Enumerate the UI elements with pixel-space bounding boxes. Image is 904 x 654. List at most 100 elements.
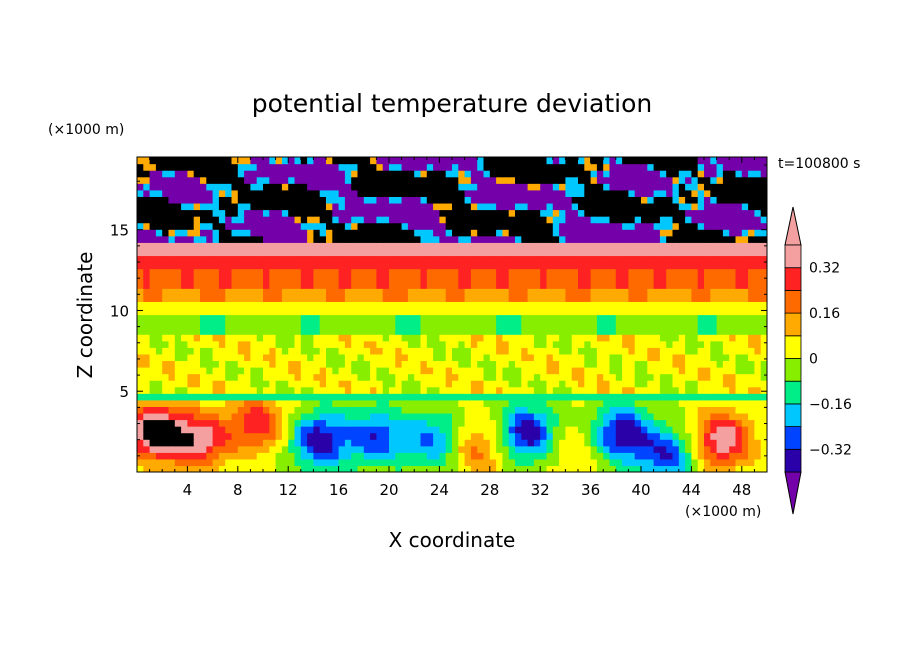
field-cell bbox=[149, 222, 157, 230]
field-cell bbox=[502, 347, 510, 355]
field-cell bbox=[218, 445, 226, 453]
field-cell bbox=[445, 327, 453, 335]
field-cell bbox=[641, 406, 648, 414]
field-cell bbox=[741, 340, 749, 348]
field-cell bbox=[382, 262, 390, 270]
field-cell bbox=[647, 170, 655, 178]
field-cell bbox=[218, 439, 226, 447]
field-cell bbox=[735, 222, 743, 230]
field-cell bbox=[206, 465, 214, 472]
field-cell bbox=[647, 183, 655, 191]
field-cell bbox=[754, 452, 762, 460]
field-cell bbox=[426, 235, 434, 243]
field-cell bbox=[307, 301, 314, 309]
field-cell bbox=[363, 222, 371, 230]
field-cell bbox=[596, 183, 604, 191]
field-cell bbox=[187, 327, 195, 335]
field-cell bbox=[439, 242, 447, 250]
field-cell bbox=[552, 360, 560, 368]
colorbar-extend-min bbox=[784, 471, 802, 515]
field-cell bbox=[641, 202, 648, 211]
field-cell bbox=[578, 222, 585, 230]
field-cell bbox=[748, 465, 755, 472]
field-cell bbox=[704, 216, 711, 224]
field-cell bbox=[225, 268, 233, 276]
field-cell bbox=[187, 360, 195, 368]
field-cell bbox=[326, 327, 333, 335]
field-cell bbox=[155, 426, 163, 434]
field-cell bbox=[275, 386, 283, 394]
field-cell bbox=[496, 242, 503, 250]
field-cell bbox=[741, 163, 749, 171]
field-cell bbox=[407, 176, 415, 184]
field-cell bbox=[332, 189, 340, 197]
field-cell bbox=[420, 432, 428, 440]
field-cell bbox=[344, 465, 352, 472]
field-cell bbox=[281, 412, 289, 421]
field-cell bbox=[168, 262, 176, 270]
field-cell bbox=[609, 242, 617, 250]
field-cell bbox=[515, 163, 522, 171]
field-cell bbox=[218, 242, 226, 250]
field-cell bbox=[748, 294, 755, 302]
field-cell bbox=[395, 353, 403, 362]
field-cell bbox=[628, 268, 636, 276]
field-cell bbox=[615, 235, 623, 243]
field-cell bbox=[445, 222, 453, 230]
field-cell bbox=[439, 229, 447, 237]
field-cell bbox=[288, 406, 296, 414]
field-cell bbox=[244, 360, 251, 368]
field-cell bbox=[294, 255, 302, 263]
field-cell bbox=[647, 393, 655, 401]
field-cell bbox=[439, 202, 447, 211]
field-cell bbox=[634, 314, 642, 322]
field-cell bbox=[678, 242, 686, 250]
field-cell bbox=[647, 373, 655, 381]
field-cell bbox=[426, 183, 434, 191]
field-cell bbox=[300, 262, 308, 270]
field-cell bbox=[281, 399, 289, 407]
field-cell bbox=[206, 327, 214, 335]
field-cell bbox=[565, 399, 573, 407]
field-cell bbox=[628, 465, 636, 472]
field-cell bbox=[729, 248, 737, 257]
field-cell bbox=[722, 373, 730, 381]
field-cell bbox=[313, 432, 321, 440]
field-cell bbox=[622, 268, 629, 276]
field-cell bbox=[691, 406, 699, 414]
field-cell bbox=[445, 347, 453, 355]
field-cell bbox=[376, 327, 384, 335]
field-cell bbox=[748, 360, 755, 368]
field-cell bbox=[754, 419, 762, 427]
field-cell bbox=[414, 216, 422, 224]
field-cell bbox=[628, 458, 636, 467]
field-cell bbox=[319, 301, 327, 309]
field-cell bbox=[659, 196, 667, 204]
field-cell bbox=[552, 432, 560, 440]
field-cell bbox=[407, 314, 415, 322]
field-cell bbox=[464, 445, 472, 453]
field-cell bbox=[250, 242, 258, 250]
field-cell bbox=[521, 458, 529, 467]
field-cell bbox=[659, 288, 667, 296]
field-cell bbox=[319, 262, 327, 270]
field-cell bbox=[634, 262, 642, 270]
field-cell bbox=[269, 242, 277, 250]
field-cell bbox=[741, 393, 749, 401]
field-cell bbox=[149, 452, 157, 460]
field-cell bbox=[464, 202, 472, 211]
field-cell bbox=[527, 202, 535, 211]
field-cell bbox=[269, 360, 277, 368]
field-cell bbox=[521, 281, 529, 289]
field-cell bbox=[496, 202, 503, 211]
field-cell bbox=[552, 216, 560, 224]
field-cell bbox=[754, 157, 762, 165]
field-cell bbox=[244, 340, 251, 348]
field-cell bbox=[590, 307, 598, 316]
field-cell bbox=[288, 288, 296, 296]
field-cell bbox=[401, 262, 409, 270]
field-cell bbox=[729, 235, 737, 243]
field-cell bbox=[477, 439, 485, 447]
field-cell bbox=[735, 209, 743, 217]
field-cell bbox=[477, 452, 485, 460]
